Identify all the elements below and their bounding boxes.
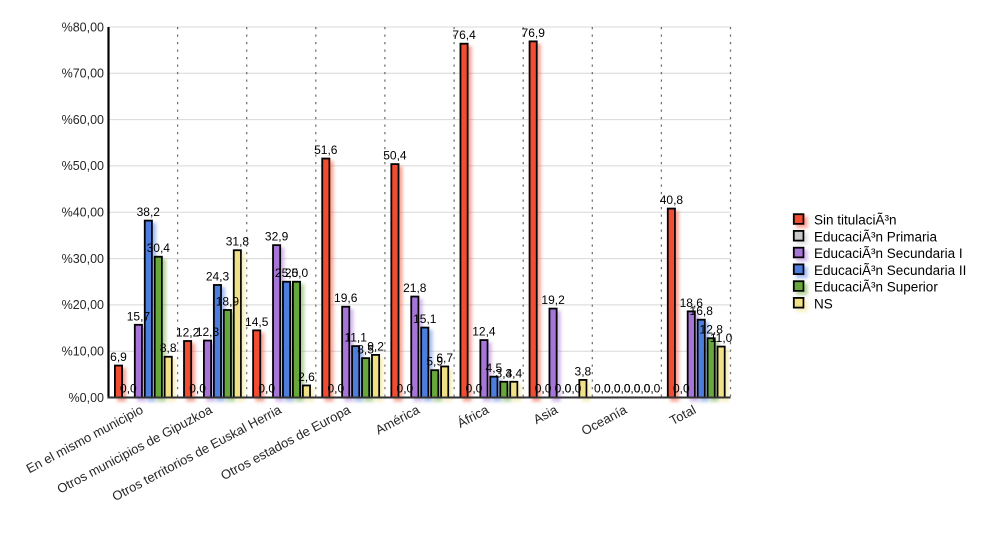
- svg-text:12,3: 12,3: [196, 325, 220, 339]
- svg-text:11,1: 11,1: [344, 331, 367, 345]
- svg-text:0,0: 0,0: [258, 382, 275, 396]
- svg-text:12,8: 12,8: [700, 323, 724, 337]
- svg-text:%20,00: %20,00: [62, 298, 104, 312]
- svg-text:31,8: 31,8: [226, 235, 250, 249]
- svg-text:0,0: 0,0: [327, 382, 344, 396]
- svg-text:0,0: 0,0: [614, 382, 631, 396]
- svg-text:0,0: 0,0: [397, 382, 414, 396]
- svg-text:EducaciÃ³n Primaria: EducaciÃ³n Primaria: [814, 229, 938, 244]
- svg-text:NS: NS: [814, 296, 833, 311]
- svg-text:0,0: 0,0: [120, 382, 137, 396]
- svg-text:19,6: 19,6: [334, 291, 358, 305]
- svg-text:9,2: 9,2: [367, 339, 384, 353]
- svg-text:3,4: 3,4: [496, 366, 513, 380]
- svg-text:0,0: 0,0: [555, 382, 572, 396]
- svg-text:40,8: 40,8: [660, 193, 684, 207]
- svg-text:%80,00: %80,00: [62, 20, 104, 34]
- svg-text:11,0: 11,0: [710, 331, 733, 345]
- svg-text:%40,00: %40,00: [62, 206, 104, 220]
- svg-text:51,6: 51,6: [314, 143, 338, 157]
- svg-text:30,4: 30,4: [147, 241, 171, 255]
- svg-text:6,7: 6,7: [436, 351, 453, 365]
- svg-text:12,2: 12,2: [176, 326, 200, 340]
- svg-text:0,0: 0,0: [673, 382, 690, 396]
- svg-text:12,4: 12,4: [472, 325, 496, 339]
- svg-text:0,0: 0,0: [565, 382, 582, 396]
- svg-text:14,5: 14,5: [245, 315, 269, 329]
- svg-text:0,0: 0,0: [535, 382, 552, 396]
- svg-text:25,0: 25,0: [285, 266, 309, 280]
- svg-text:0,0: 0,0: [189, 382, 206, 396]
- svg-text:38,2: 38,2: [137, 205, 161, 219]
- svg-text:%70,00: %70,00: [62, 67, 104, 81]
- svg-text:24,3: 24,3: [206, 270, 230, 284]
- svg-text:0,0: 0,0: [466, 382, 483, 396]
- svg-text:15,7: 15,7: [127, 309, 151, 323]
- svg-text:21,8: 21,8: [403, 281, 427, 295]
- svg-text:50,4: 50,4: [383, 149, 407, 163]
- svg-text:4,5: 4,5: [486, 361, 503, 375]
- svg-text:%30,00: %30,00: [62, 252, 104, 266]
- svg-text:18,6: 18,6: [680, 296, 704, 310]
- svg-text:EducaciÃ³n Secundaria II: EducaciÃ³n Secundaria II: [814, 263, 966, 278]
- svg-text:15,1: 15,1: [413, 312, 437, 326]
- svg-text:0,0: 0,0: [594, 382, 611, 396]
- svg-text:%60,00: %60,00: [62, 113, 104, 127]
- svg-text:%0,00: %0,00: [69, 391, 104, 405]
- svg-text:6,9: 6,9: [110, 350, 127, 364]
- svg-text:%10,00: %10,00: [62, 345, 104, 359]
- svg-text:3,8: 3,8: [575, 364, 592, 378]
- svg-text:0,0: 0,0: [634, 382, 651, 396]
- svg-text:Sin titulaciÃ³n: Sin titulaciÃ³n: [814, 213, 897, 228]
- svg-text:8,8: 8,8: [160, 341, 177, 355]
- svg-text:76,9: 76,9: [522, 26, 546, 40]
- svg-text:0,0: 0,0: [644, 382, 661, 396]
- svg-text:8,5: 8,5: [357, 343, 374, 357]
- svg-text:5,9: 5,9: [426, 355, 443, 369]
- svg-text:18,9: 18,9: [216, 295, 240, 309]
- svg-text:25,0: 25,0: [275, 266, 299, 280]
- svg-text:%50,00: %50,00: [62, 159, 104, 173]
- svg-text:16,8: 16,8: [690, 304, 714, 318]
- svg-text:0,0: 0,0: [604, 382, 621, 396]
- svg-text:2,6: 2,6: [298, 370, 315, 384]
- svg-text:3,4: 3,4: [505, 366, 522, 380]
- svg-text:0,0: 0,0: [624, 382, 641, 396]
- svg-text:EducaciÃ³n Secundaria I: EducaciÃ³n Secundaria I: [814, 246, 963, 261]
- svg-text:32,9: 32,9: [265, 230, 289, 244]
- svg-text:19,2: 19,2: [541, 293, 565, 307]
- svg-text:EducaciÃ³n Superior: EducaciÃ³n Superior: [814, 280, 938, 295]
- svg-text:76,4: 76,4: [452, 28, 476, 42]
